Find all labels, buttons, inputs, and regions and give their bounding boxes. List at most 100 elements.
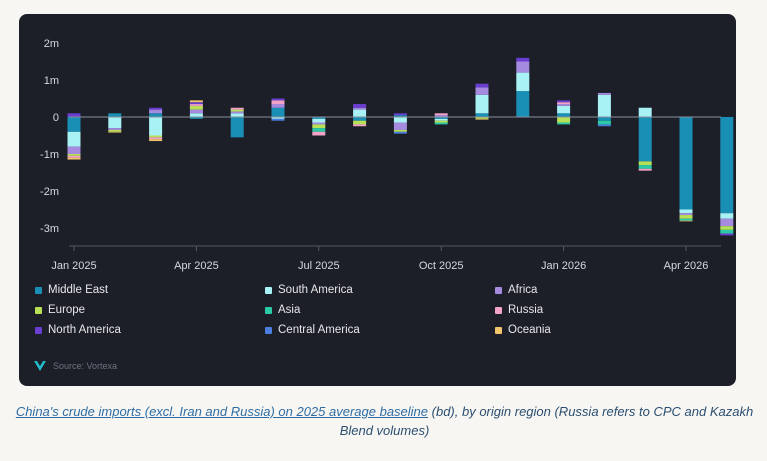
bar-segment bbox=[475, 87, 489, 95]
legend-swatch bbox=[35, 286, 42, 294]
bar-segment bbox=[475, 83, 489, 88]
bar-segment bbox=[230, 109, 244, 112]
bar-segment bbox=[149, 109, 163, 114]
bar-segment bbox=[189, 105, 203, 110]
x-tick-label: Apr 2025 bbox=[174, 260, 219, 272]
legend-swatch bbox=[495, 286, 502, 294]
bar-segment bbox=[67, 117, 81, 132]
bar-segment bbox=[679, 117, 693, 210]
bar-segment bbox=[312, 131, 326, 136]
bar-segment bbox=[149, 107, 163, 110]
bar-segment bbox=[393, 115, 407, 117]
legend-label: Oceania bbox=[508, 324, 551, 336]
legend-label: North America bbox=[48, 324, 121, 336]
bar-segment bbox=[189, 100, 203, 103]
bar-segment bbox=[189, 117, 203, 119]
bar-segment bbox=[353, 124, 367, 127]
bar-segment bbox=[475, 94, 489, 114]
caption-link[interactable]: China's crude imports (excl. Iran and Ru… bbox=[15, 404, 429, 419]
bar-segment bbox=[638, 165, 652, 169]
bar-segment bbox=[67, 155, 81, 158]
legend-item: North America bbox=[35, 324, 121, 336]
bar-segment bbox=[638, 107, 652, 117]
bar-segment bbox=[271, 118, 285, 121]
legend-label: Central America bbox=[278, 324, 360, 336]
bar-segment bbox=[434, 113, 448, 116]
caption-text: (bd), by origin region (Russia refers to… bbox=[339, 404, 754, 438]
bar-segment bbox=[67, 157, 81, 160]
bar-segment bbox=[597, 124, 611, 127]
chart-card: 2m 1m 0 -1m -2m -3m Jan 2025 Apr 2025 Jul 2025 Oc… bbox=[19, 14, 736, 386]
legend-swatch bbox=[265, 326, 272, 334]
bar-segment bbox=[597, 92, 611, 95]
y-tick-label: -3m bbox=[40, 223, 59, 235]
bar-segment bbox=[312, 118, 326, 123]
bar-segment bbox=[475, 117, 489, 119]
bar-segment bbox=[720, 229, 734, 234]
bar-segment bbox=[638, 161, 652, 166]
bar-segment bbox=[434, 120, 448, 123]
legend-item: Middle East bbox=[35, 284, 108, 296]
bar-segment bbox=[353, 117, 367, 121]
legend-item: Asia bbox=[265, 304, 300, 316]
bar-segment bbox=[189, 102, 203, 105]
bar-segment bbox=[312, 122, 326, 125]
bar-segment bbox=[720, 218, 734, 227]
bar-segment bbox=[271, 104, 285, 108]
bar-segment bbox=[353, 109, 367, 117]
source-note: Source: Vortexa bbox=[33, 360, 117, 372]
bar-segment bbox=[67, 131, 81, 147]
legend-label: Middle East bbox=[48, 284, 109, 296]
y-tick-label: 0 bbox=[53, 112, 59, 124]
bar-segment bbox=[434, 122, 448, 125]
bar-segment bbox=[393, 129, 407, 132]
bar-segment bbox=[271, 107, 285, 117]
bar-segment bbox=[720, 233, 734, 236]
legend-item: Central America bbox=[265, 324, 360, 336]
bar-segment bbox=[189, 104, 203, 106]
bar-segment bbox=[557, 117, 571, 123]
x-tick-label: Apr 2026 bbox=[664, 260, 709, 272]
bar-segment bbox=[720, 226, 734, 230]
bar-segment bbox=[638, 168, 652, 171]
bar-segment bbox=[67, 146, 81, 154]
bar-segment bbox=[597, 94, 611, 117]
bar-segment bbox=[149, 113, 163, 117]
bar-segment bbox=[597, 117, 611, 121]
legend-swatch bbox=[35, 306, 42, 314]
legend-item: Russia bbox=[495, 304, 543, 316]
bar-segment bbox=[67, 113, 81, 117]
bar-segment bbox=[353, 120, 367, 125]
bar-segment bbox=[108, 129, 122, 132]
chart-plot: 2m 1m 0 -1m -2m -3m Jan 2025 Apr 2025 Jul 2025 Oc… bbox=[40, 38, 734, 272]
legend-label: Asia bbox=[278, 304, 301, 316]
source-text: Source: Vortexa bbox=[53, 361, 118, 371]
bar-segment bbox=[638, 117, 652, 162]
bar-segment bbox=[67, 154, 81, 156]
bar-segment bbox=[230, 117, 244, 138]
legend-label: Africa bbox=[508, 284, 538, 296]
bar-segment bbox=[557, 122, 571, 125]
bar-segment bbox=[271, 100, 285, 105]
bar-segment bbox=[475, 118, 489, 120]
bar-segment bbox=[189, 109, 203, 114]
figure-caption: China's crude imports (excl. Iran and Ru… bbox=[12, 402, 757, 440]
bar-segment bbox=[720, 213, 734, 219]
bar-segment bbox=[516, 72, 530, 92]
legend-item: Africa bbox=[495, 284, 537, 296]
bar-segment bbox=[230, 111, 244, 114]
bar-segment bbox=[393, 113, 407, 116]
legend-item: South America bbox=[265, 284, 353, 296]
bar-segment bbox=[312, 128, 326, 132]
bar-segment bbox=[434, 117, 448, 119]
x-tick-label: Jul 2025 bbox=[298, 260, 340, 272]
bar-segment bbox=[516, 57, 530, 62]
legend-swatch bbox=[495, 306, 502, 314]
vortexa-logo-icon bbox=[34, 361, 46, 371]
bar-segment bbox=[516, 91, 530, 117]
x-tick-label: Jan 2025 bbox=[51, 260, 96, 272]
bar-segment bbox=[679, 220, 693, 222]
bar-segment bbox=[516, 61, 530, 73]
bar-segment bbox=[679, 218, 693, 221]
legend-label: Europe bbox=[48, 304, 86, 316]
